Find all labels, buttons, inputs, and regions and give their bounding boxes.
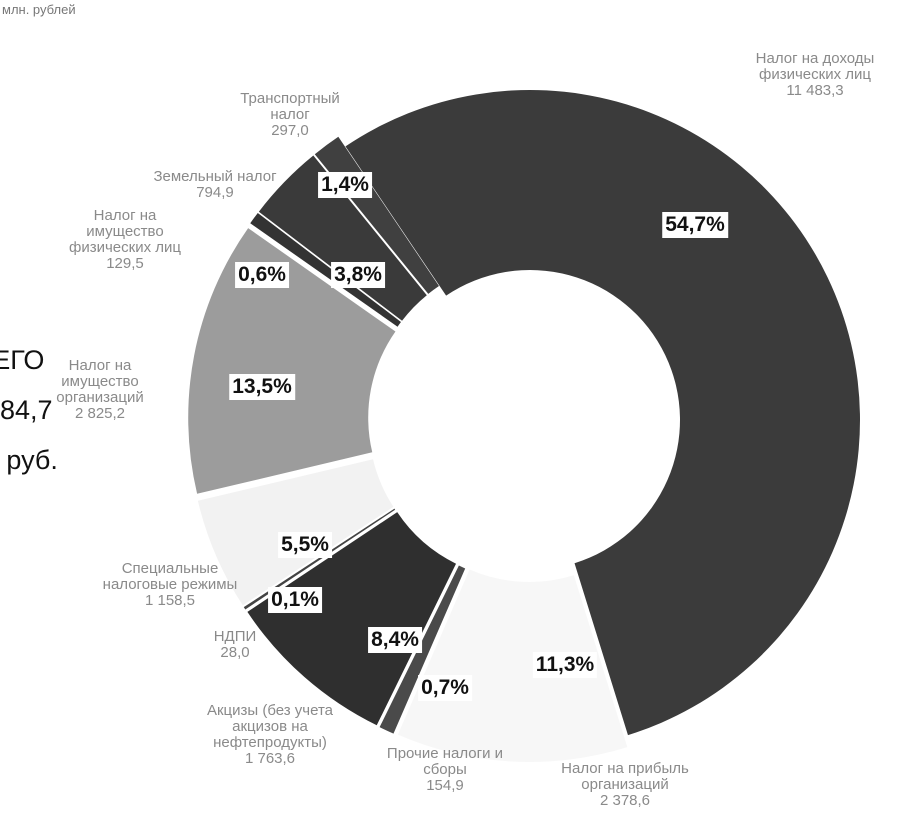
share-label: 3,8%: [331, 262, 385, 288]
value-label: 297,0: [271, 122, 309, 139]
donut-segment: [247, 512, 457, 726]
value-label: 2 825,2: [74, 405, 126, 422]
category-label: Земельный налог 794,9: [145, 169, 285, 201]
value-label: 28,0: [220, 644, 250, 661]
share-label: 13,5%: [229, 374, 295, 400]
value-label: 11 483,3: [786, 82, 844, 99]
category-label: Налог на имущество физических лиц 129,5: [55, 208, 195, 272]
value-label: 1 158,5: [144, 592, 196, 609]
category-label: НДПИ 28,0: [165, 629, 305, 661]
donut-segment: [243, 508, 396, 610]
category-label: Налог на прибыль организаций 2 378,6: [555, 761, 695, 809]
donut-segment: [345, 89, 861, 736]
donut-segment: [379, 565, 466, 734]
value-label: 1 763,6: [244, 750, 296, 767]
value-label: 2 378,6: [599, 792, 651, 809]
share-label: 8,4%: [368, 627, 422, 653]
share-label: 11,3%: [532, 652, 598, 678]
donut-segment: [397, 569, 628, 762]
share-label: 0,6%: [235, 262, 289, 288]
share-label: 1,4%: [318, 172, 372, 198]
share-label: 54,7%: [662, 212, 728, 238]
category-label: Акцизы (без учета акцизов на нефтепродук…: [200, 703, 340, 767]
value-label: 154,9: [426, 777, 464, 794]
center-text: 20 984,7: [0, 395, 53, 425]
center-text: млн. руб.: [0, 445, 58, 475]
donut-segment: [188, 228, 396, 494]
category-label: Транспортный налог 297,0: [220, 91, 360, 139]
share-label: 0,7%: [418, 675, 472, 701]
center-text: ВСЕГО: [0, 345, 45, 375]
share-label: 5,5%: [278, 532, 332, 558]
value-label: 129,5: [106, 255, 144, 272]
donut-segment: [250, 212, 401, 327]
category-label: Специальные налоговые режимы 1 158,5: [100, 561, 240, 609]
category-label: Прочие налоги и сборы 154,9: [375, 746, 515, 794]
category-label: Налог на имущество организаций 2 825,2: [30, 358, 170, 422]
share-label: 0,1%: [268, 587, 322, 613]
category-label: Налог на доходы физических лиц 11 483,3: [745, 51, 885, 99]
subtitle: млн. рублей: [2, 2, 76, 17]
value-label: 794,9: [196, 184, 234, 201]
